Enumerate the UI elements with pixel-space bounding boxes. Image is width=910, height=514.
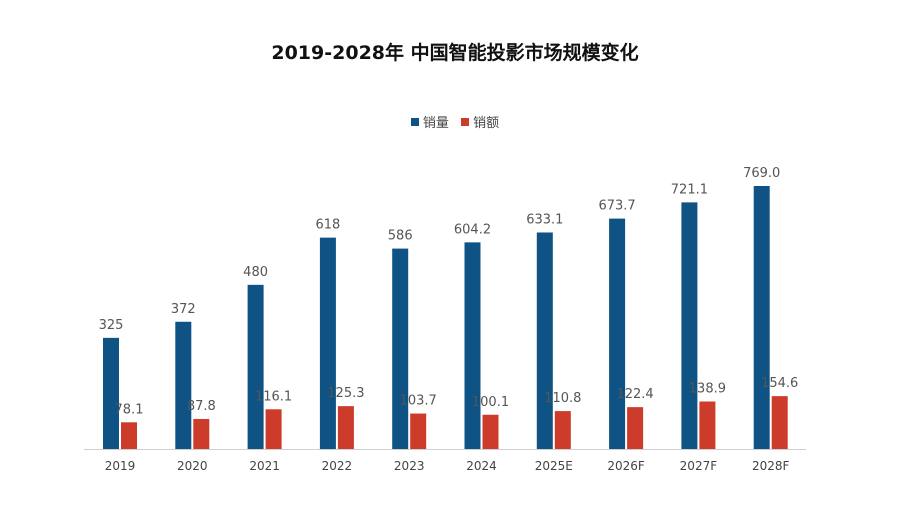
data-label-sales-value-2019: 78.1 — [115, 402, 144, 417]
bar-sales-value-2024 — [482, 414, 499, 449]
x-tick-label-2028F: 2028F — [752, 459, 790, 473]
data-label-sales-value-2020: 87.8 — [187, 399, 216, 414]
data-label-sales-value-2021: 116.1 — [255, 389, 292, 404]
x-tick-label-2025E: 2025E — [535, 459, 573, 473]
bar-sales-volume-2025E — [536, 232, 553, 449]
x-tick-label-2019: 2019 — [105, 459, 136, 473]
bar-sales-value-2021 — [265, 409, 282, 449]
bar-sales-value-2023 — [410, 413, 427, 449]
data-label-sales-value-2027F: 138.9 — [689, 381, 726, 396]
data-label-sales-volume-2022: 618 — [315, 218, 340, 233]
data-label-sales-value-2024: 100.1 — [472, 395, 509, 410]
x-tick-label-2024: 2024 — [466, 459, 497, 473]
bar-sales-volume-2019 — [103, 337, 119, 449]
data-label-sales-value-2028F: 154.6 — [761, 376, 798, 391]
data-label-sales-volume-2028F: 769.0 — [743, 166, 780, 181]
data-label-sales-volume-2024: 604.2 — [454, 222, 491, 237]
bar-sales-volume-2020 — [175, 321, 192, 449]
data-label-sales-volume-2027F: 721.1 — [671, 182, 708, 197]
bar-sales-volume-2023 — [392, 248, 409, 449]
data-label-sales-volume-2023: 586 — [388, 229, 413, 244]
data-label-sales-value-2025E: 110.8 — [544, 391, 581, 406]
bar-sales-value-2028F — [771, 396, 788, 449]
legend-label-sales-value: 销额 — [473, 116, 500, 131]
chart-title: 2019-2028年 中国智能投影市场规模变化 — [271, 42, 639, 64]
bar-sales-value-2020 — [193, 418, 210, 449]
x-tick-label-2027F: 2027F — [680, 459, 718, 473]
data-label-sales-value-2026F: 122.4 — [616, 387, 653, 402]
x-tick-label-2023: 2023 — [394, 459, 425, 473]
bar-sales-volume-2026F — [609, 218, 626, 449]
legend-swatch-sales-value — [461, 117, 470, 126]
data-label-sales-value-2022: 125.3 — [327, 386, 364, 401]
bar-sales-value-2026F — [627, 407, 644, 449]
bar-sales-value-2022 — [337, 406, 354, 449]
bar-sales-volume-2021 — [247, 284, 264, 449]
data-label-sales-volume-2020: 372 — [171, 302, 196, 317]
data-label-sales-volume-2025E: 633.1 — [526, 212, 563, 227]
bar-sales-volume-2024 — [464, 242, 481, 449]
legend-item-sales-volume: 销量 — [410, 112, 449, 131]
bar-sales-value-2027F — [699, 401, 716, 449]
data-label-sales-volume-2021: 480 — [243, 265, 268, 280]
chart-legend: 销量 销额 — [0, 112, 910, 131]
bar-sales-volume-2022 — [319, 237, 336, 449]
data-label-sales-volume-2019: 325 — [99, 318, 124, 333]
bar-sales-volume-2027F — [681, 202, 698, 449]
legend-item-sales-value: 销额 — [461, 112, 499, 131]
legend-label-sales-volume: 销量 — [422, 116, 449, 131]
data-label-sales-value-2023: 103.7 — [400, 394, 437, 409]
bar-sales-volume-2028F — [753, 186, 770, 449]
x-tick-label-2021: 2021 — [249, 459, 280, 473]
legend-swatch-sales-volume — [410, 117, 419, 126]
data-label-sales-volume-2026F: 673.7 — [598, 199, 635, 214]
x-tick-label-2026F: 2026F — [607, 459, 645, 473]
x-tick-label-2020: 2020 — [177, 459, 208, 473]
x-tick-label-2022: 2022 — [322, 459, 353, 473]
bar-sales-value-2025E — [554, 411, 571, 449]
bar-sales-value-2019 — [121, 422, 137, 449]
